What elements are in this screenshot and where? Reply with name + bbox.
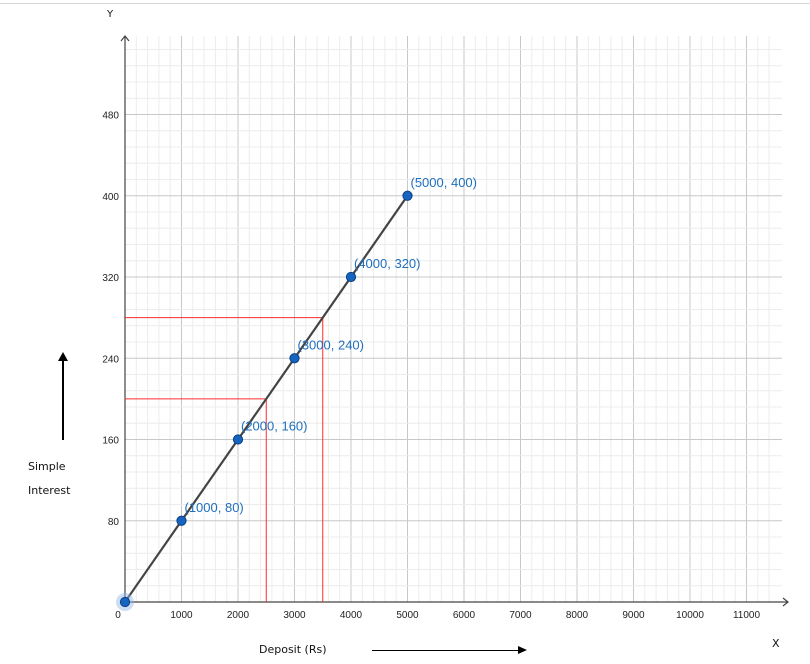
series: (1000, 80) (2000, 160) (3000, 240) (4000, 3…	[116, 175, 477, 611]
data-point	[119, 596, 131, 608]
y-tick-label: 480	[102, 111, 119, 122]
y-tick-label: 240	[102, 354, 119, 365]
x-tick-label: 5000	[396, 610, 419, 621]
y-axis-title-line1: Simple	[28, 460, 66, 473]
data-point	[345, 271, 357, 283]
x-tick-label: 9000	[622, 610, 645, 621]
data-point-label: (5000, 400)	[411, 175, 478, 190]
data-point-label: (2000, 160)	[241, 419, 308, 434]
data-point	[232, 434, 244, 445]
y-tick-label: 80	[108, 517, 120, 528]
data-point	[176, 515, 187, 526]
x-axis-arrowhead	[782, 597, 789, 607]
x-title-arrow-shaft	[372, 650, 518, 651]
y-tick-label: 320	[102, 273, 119, 284]
x-tick-label: 10000	[676, 610, 704, 621]
data-point	[289, 353, 300, 364]
origin-label: 0	[115, 610, 121, 621]
x-tick-label: 6000	[453, 610, 476, 621]
x-tick-label: 8000	[566, 610, 589, 621]
data-point-label: (1000, 80)	[185, 500, 244, 515]
x-axis-letter: X	[772, 637, 780, 650]
x-tick-label: 7000	[509, 610, 532, 621]
y-tick-label: 400	[102, 192, 119, 203]
tick-labels: 1000 2000 3000 4000 5000 6000 7000 8000 9000 1000…	[102, 111, 760, 622]
data-point	[402, 190, 413, 201]
y-axis-letter: Y	[107, 9, 114, 20]
data-point-label: (3000, 240)	[298, 337, 365, 352]
guide-lines	[125, 317, 324, 602]
x-tick-label: 4000	[340, 610, 363, 621]
x-title-arrow-head	[518, 646, 527, 654]
x-tick-label: 3000	[283, 610, 306, 621]
series-line	[124, 195, 409, 603]
y-title-arrow-shaft	[62, 360, 64, 440]
y-axis-arrowhead	[120, 35, 130, 42]
x-tick-label: 2000	[227, 610, 250, 621]
y-tick-label: 160	[102, 436, 119, 447]
axes	[120, 35, 789, 607]
y-axis-title-line2: Interest	[28, 484, 71, 497]
x-tick-label: 1000	[170, 610, 193, 621]
x-axis-title: Deposit (Rs)	[259, 643, 327, 656]
x-tick-label: 11000	[733, 610, 761, 621]
data-point-label: (4000, 320)	[354, 256, 421, 271]
top-divider	[0, 3, 810, 4]
grid	[125, 36, 782, 602]
y-title-arrow-head	[58, 352, 68, 361]
